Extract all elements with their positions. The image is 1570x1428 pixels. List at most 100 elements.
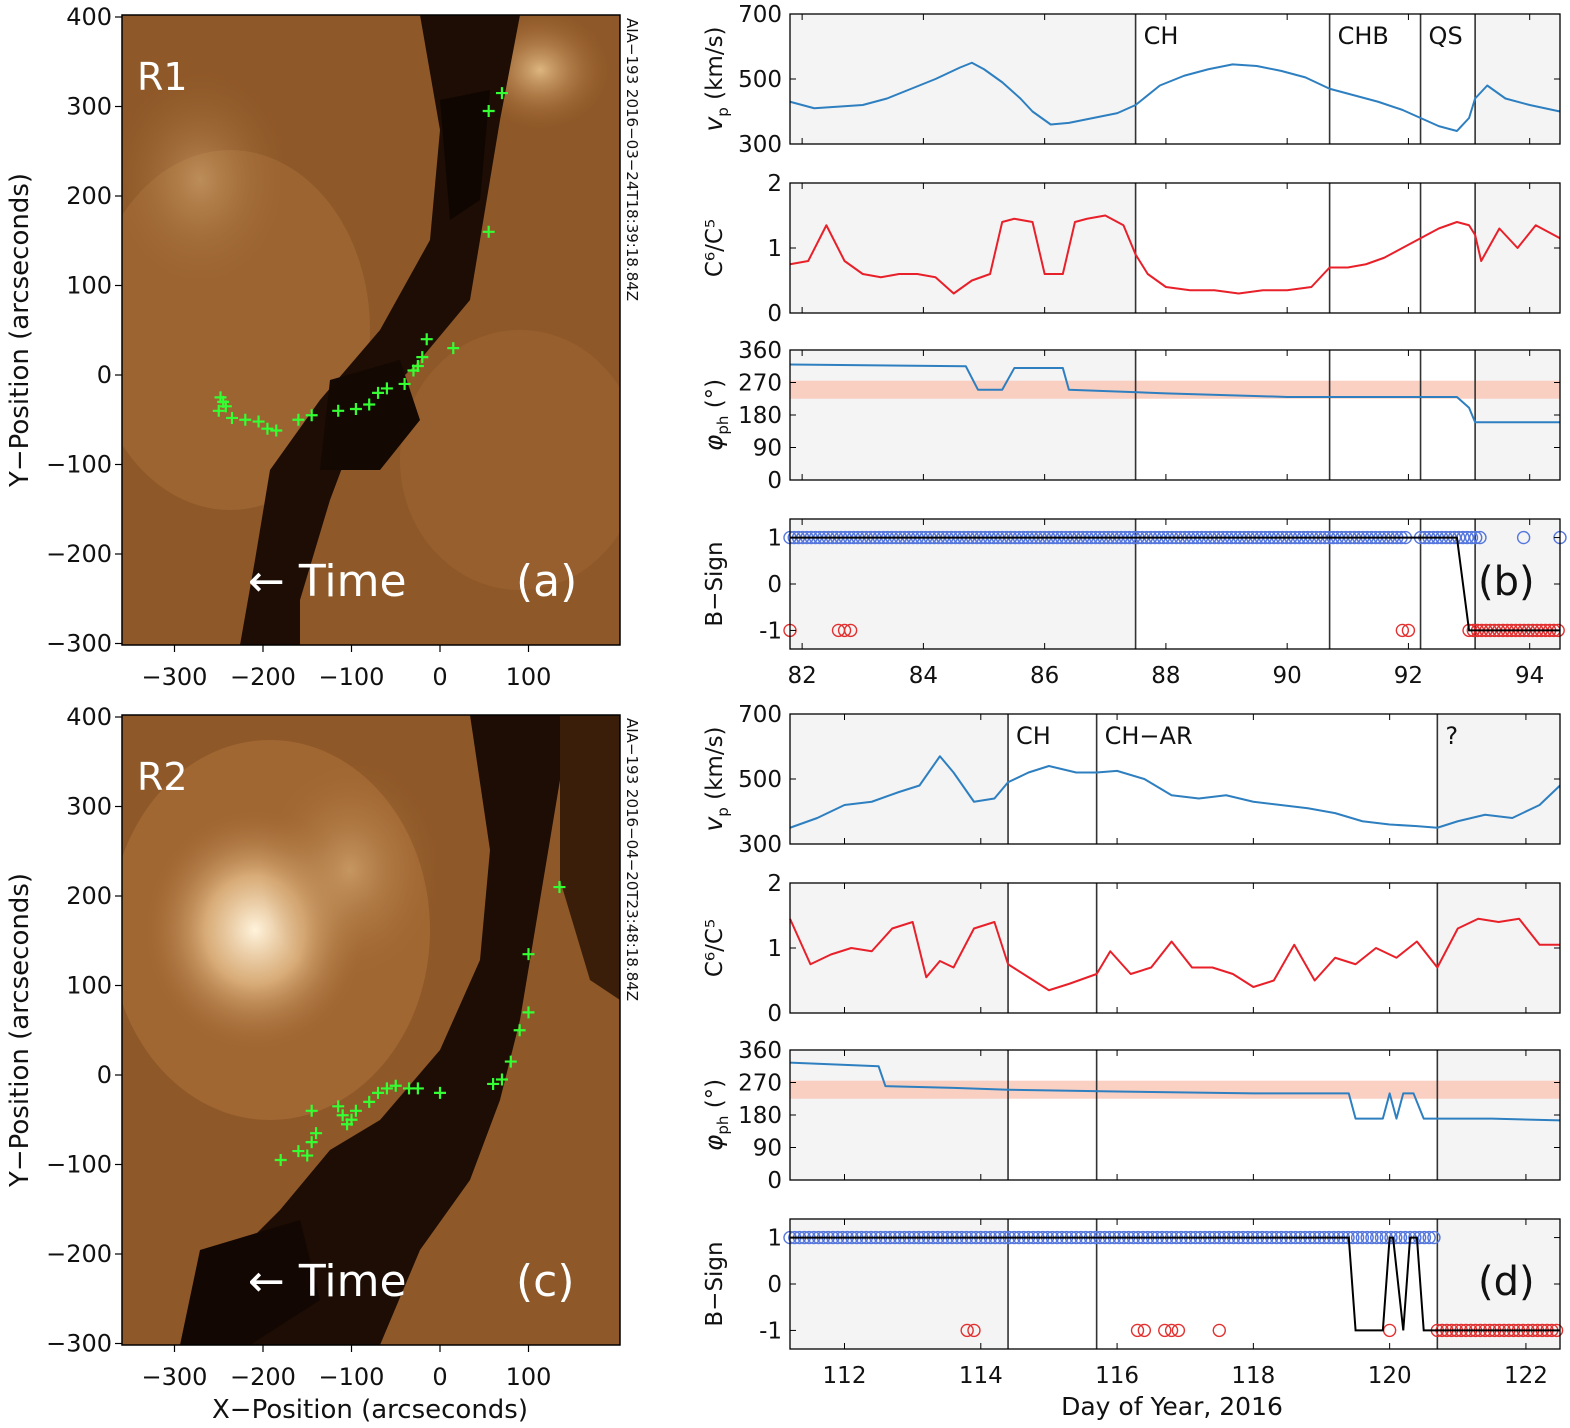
bsign-positive-point	[1464, 530, 1479, 545]
x-tick-label: −100	[319, 1363, 385, 1391]
footpoint-marker	[411, 360, 424, 373]
y-tick-label: 300	[66, 793, 112, 821]
y-tick-label: 0	[767, 1001, 782, 1027]
timestamp-c: AIA−193 2016−04−20T23:48:18.84Z	[623, 718, 641, 1001]
solar-image-c	[122, 715, 620, 1345]
subplot-bsign-b: 1 0 -1 B−Sign	[702, 518, 1567, 650]
y-tick-label: 1	[767, 936, 782, 962]
bsign-positive-point	[1427, 1230, 1441, 1245]
bsign-positive-point	[1460, 530, 1474, 545]
y-tick-label: 1	[767, 236, 782, 262]
axis-ticks-a: −300 −200 −100 0 100 400 300 200 100 0 −100 −200 −30…	[46, 3, 551, 691]
bsign-line	[790, 536, 1560, 632]
y-tick-label: 90	[753, 1136, 782, 1162]
footpoint-marker	[482, 104, 495, 117]
y-tick-label: −300	[46, 1330, 112, 1358]
shaded-region	[790, 350, 1136, 480]
y-tick-label: 100	[66, 272, 112, 300]
footpoint-marker	[553, 881, 566, 894]
footpoint-marker	[522, 1006, 535, 1019]
footpoint-marker	[292, 413, 305, 426]
panel-label-b: (b)	[1478, 559, 1535, 605]
footpoint-marker	[380, 382, 393, 395]
axis-ticks-c: −300 −200 −100 0 100 400 300 200 100 0 −100 −200 −30…	[46, 703, 551, 1391]
x-tick-label: 114	[959, 1363, 1003, 1389]
y-tick-label: 0	[767, 301, 782, 327]
shaded-region	[790, 714, 1009, 844]
x-tick-label: 86	[1030, 663, 1059, 689]
footpoint-marker	[495, 87, 508, 100]
label-main: φ	[699, 1134, 728, 1151]
y-tick-label: 100	[66, 972, 112, 1000]
footpoint-marker	[305, 409, 318, 422]
footpoint-marker	[416, 351, 429, 364]
footpoint-marker	[482, 225, 495, 238]
footpoint-marker	[372, 1086, 385, 1099]
bsign-positive-point	[1469, 530, 1483, 545]
y-axis-label: B−Sign	[702, 1241, 728, 1326]
bsign-positive-point	[1408, 1230, 1422, 1245]
x-tick-label: −200	[230, 1363, 296, 1391]
x-tick-label: 88	[1151, 663, 1180, 689]
bsign-positive-point	[1417, 1230, 1432, 1245]
footpoint-marker	[434, 1086, 446, 1099]
timestamp-a: AIA−193 2016−03−24T18:39:18.84Z	[623, 18, 641, 301]
x-tick-label: 0	[432, 663, 447, 691]
x-tick-label: 82	[787, 663, 816, 689]
footpoint-markers-c	[274, 881, 566, 1167]
region-label: CH	[1016, 722, 1051, 750]
footpoint-marker	[363, 398, 376, 411]
y-tick-label: -1	[759, 1318, 782, 1344]
label-sub: ph	[714, 1116, 732, 1135]
shaded-region	[790, 14, 1136, 144]
y-axis-label: C⁶/C⁵	[702, 219, 728, 277]
bsign-negative-point	[1164, 1323, 1179, 1338]
bsign-negative-point	[1401, 623, 1416, 638]
footpoint-marker	[447, 342, 460, 355]
footpoint-marker	[349, 403, 362, 416]
footpoint-marker	[336, 1109, 349, 1122]
y-tick-label: 1	[767, 526, 782, 552]
footpoint-marker	[411, 1082, 424, 1095]
y-axis-label: vp (km/s)	[699, 726, 732, 831]
bsign-positive-point	[1365, 1230, 1379, 1245]
y-axis-label: φph (°)	[699, 1079, 732, 1151]
y-tick-label: 90	[753, 436, 782, 462]
footpoint-marker	[345, 1113, 358, 1126]
y-tick-label: 500	[738, 767, 782, 793]
y-axis-label: C⁶/C⁵	[702, 919, 728, 977]
xlabel-images: X−Position (arcseconds)	[212, 1395, 528, 1425]
bsign-line	[790, 1236, 1560, 1332]
y-tick-label: 300	[66, 93, 112, 121]
x-tick-label: 94	[1515, 663, 1544, 689]
phi-band	[790, 380, 1560, 399]
y-axis-label: φph (°)	[699, 379, 732, 451]
y-tick-label: −200	[46, 1240, 112, 1268]
series-line-c6c5	[789, 917, 1560, 992]
series-line-phi	[789, 1061, 1561, 1122]
ylabel-c: Y−Position (arcseconds)	[5, 873, 35, 1188]
label-main: v	[699, 116, 728, 132]
y-tick-label: 0	[767, 1272, 782, 1298]
y-tick-label: −200	[46, 540, 112, 568]
panel-label-d: (d)	[1478, 1259, 1535, 1305]
label-unit: (°)	[702, 1079, 728, 1116]
bsign-positive-point	[1384, 1230, 1398, 1245]
y-tick-label: 700	[738, 2, 782, 28]
y-tick-label: 200	[66, 182, 112, 210]
subplot-bsign-d: 1 0 -1 B−Sign	[702, 1218, 1564, 1350]
region-label: CH−AR	[1105, 722, 1193, 750]
shaded-region	[1475, 350, 1560, 480]
x-tick-label: 90	[1273, 663, 1302, 689]
image-panel-a: R1 ← Time (a) AIA−193 2016−03−24T18:39:1…	[5, 3, 641, 691]
footpoint-marker	[504, 1055, 517, 1068]
bsign-negative-point	[1158, 1323, 1172, 1338]
bsign-negative-point	[1382, 1323, 1397, 1338]
y-tick-label: −100	[46, 451, 112, 479]
y-tick-label: 700	[738, 702, 782, 728]
y-tick-label: -1	[759, 618, 782, 644]
